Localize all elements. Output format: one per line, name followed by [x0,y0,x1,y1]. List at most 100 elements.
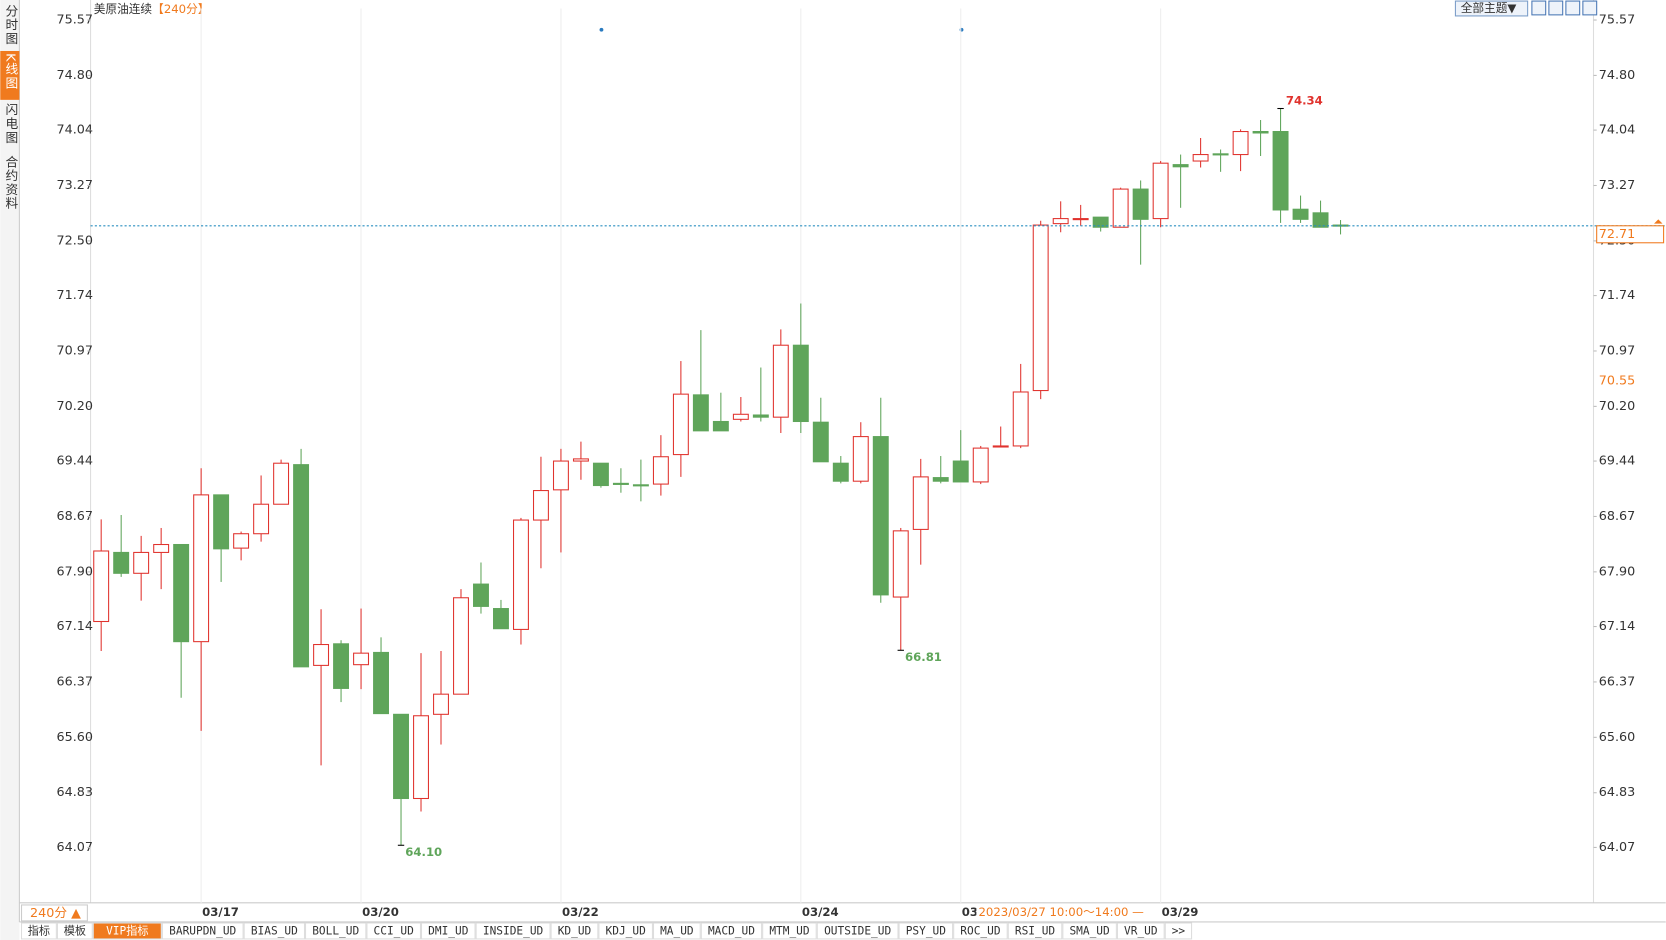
candle-body [692,394,709,432]
candle-body [672,393,689,456]
period-button[interactable] [20,904,88,922]
indicator-tab[interactable] [550,922,599,940]
last-price-box [1596,225,1665,244]
indicator-tab[interactable] [92,922,162,940]
chart-title: 美原油连续 [94,2,153,16]
sidebar-tab[interactable]: 合约资料 [2,155,17,210]
indicator-tab[interactable] [420,922,476,940]
candle-body [592,462,609,487]
candle-body [1292,208,1309,220]
tool-icon[interactable] [1565,0,1581,16]
y-tick-label-right: 65.60 [1599,730,1635,745]
indicator-tab[interactable] [898,922,954,940]
indicator-tab-label: MTM_UD [769,925,810,938]
indicator-tab[interactable] [1164,922,1193,940]
y-tick-label: 74.04 [57,123,93,138]
candle-body [552,460,569,491]
sidebar-tab[interactable]: 分时图 [2,4,17,45]
y-tick-label-right: 64.83 [1599,785,1635,800]
indicator-tab-label: VR_UD [1124,925,1158,938]
low-label: 66.81 [905,650,942,664]
candle-body [433,693,449,715]
candle-body [812,421,829,463]
crosshair-time-bg [976,903,1147,921]
indicator-tab-label: DMI_UD [428,925,469,938]
y-tick-label-right: 67.14 [1599,619,1635,634]
indicator-tab-label: ROC_UD [960,925,1001,938]
candle-body [333,643,350,689]
y-tick-label: 73.27 [57,178,93,193]
y-tick-label: 75.57 [57,13,93,28]
indicator-tab[interactable] [953,922,1008,940]
indicator-tab[interactable] [366,922,421,940]
y-tick-label: 74.80 [57,68,93,83]
y-tick-label-right: 73.27 [1599,178,1635,193]
indicator-tab-label: KDJ_UD [606,925,647,938]
y-tick-label: 64.83 [57,785,93,800]
tool-icon[interactable] [1548,0,1564,16]
indicator-tab[interactable] [762,922,817,940]
candle-body [493,608,509,630]
candle-body [1212,153,1229,156]
candle-body [612,482,629,485]
candle-body [912,476,929,530]
candle-body [1052,218,1069,225]
indicator-tabs: 指标 模板 VIP指标 BARUPDN_UD BIAS_UD BOLL_UD CCI_UD D… [20,922,1193,940]
tool-icon[interactable] [1531,0,1547,16]
candle-body [1112,188,1129,228]
candle-body [992,445,1009,448]
tool-icon[interactable] [1582,0,1598,16]
indicator-tab[interactable] [1007,922,1063,940]
indicator-tab[interactable] [652,922,701,940]
y-tick-label: 67.90 [57,564,93,579]
indicator-tab[interactable] [1062,922,1117,940]
toolbar-icons [1531,0,1598,16]
y-tick-label-right: 74.80 [1599,68,1635,83]
indicator-tab-label: INSIDE_UD [483,925,544,938]
indicator-tab[interactable] [305,922,367,940]
indicator-tab-label: RSI_UD [1015,925,1056,938]
y-tick-label-right: 66.37 [1599,674,1635,689]
indicator-tab-label: 模板 [64,924,86,938]
candle-body [1252,130,1269,134]
candle-body [233,533,250,549]
candle-body [273,462,290,505]
candle-body [413,715,429,800]
indicator-tab[interactable] [56,922,93,940]
candle-body [932,477,949,482]
indicator-tab[interactable] [161,922,244,940]
candle-body [1232,130,1249,156]
indicator-tab[interactable] [598,922,653,940]
candle-body [712,420,729,432]
indicator-tab[interactable] [1116,922,1165,940]
candle-body [572,458,589,462]
x-tick-label: 03/24 [802,905,839,919]
indicator-tab-label: BARUPDN_UD [169,925,236,938]
candle-body [1312,212,1329,228]
y-tick-label-right: 68.67 [1599,509,1635,524]
indicator-tab[interactable] [700,922,763,940]
y-tick-label-right: 67.90 [1599,564,1635,579]
candle-body [133,551,150,574]
sidebar-tab[interactable]: K线图 [2,53,17,90]
sidebar-tab[interactable]: 闪电图 [2,103,17,144]
crosshair-price: 70.55 [1599,374,1635,389]
event-marker[interactable] [959,27,964,32]
indicator-tab[interactable] [475,922,551,940]
theme-button[interactable] [1454,0,1529,17]
y-tick-label: 69.44 [57,454,93,469]
y-tick-label-right: 70.20 [1599,399,1635,414]
indicator-tab[interactable] [816,922,899,940]
x-tick-label: 03/17 [202,905,239,919]
candle-body [632,484,649,487]
event-marker[interactable] [599,27,604,32]
indicator-tab[interactable] [20,922,57,940]
indicator-tab-label: >> [1172,925,1186,938]
candle-body [752,414,769,418]
candle-body [1012,391,1029,447]
indicator-tab-label: MA_UD [660,925,694,938]
high-label: 74.34 [1286,94,1323,108]
indicator-tab[interactable] [243,922,306,940]
